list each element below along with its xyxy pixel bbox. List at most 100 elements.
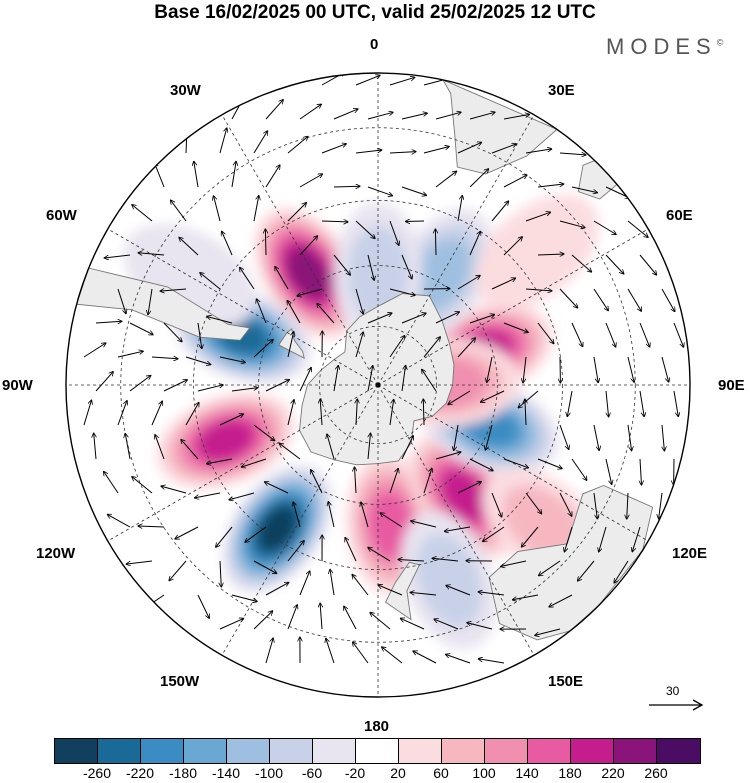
wind-vector bbox=[219, 128, 227, 154]
colorbar-tick-label: -20 bbox=[344, 765, 366, 781]
wind-vector bbox=[491, 201, 509, 222]
wind-vector bbox=[518, 390, 539, 408]
anomaly-contour bbox=[257, 505, 298, 552]
wind-vector bbox=[297, 288, 323, 296]
wind-vector bbox=[253, 611, 273, 630]
wind-vector bbox=[154, 163, 165, 188]
meridian-line bbox=[107, 228, 379, 386]
wind-vector bbox=[367, 366, 373, 392]
wind-vector bbox=[256, 299, 267, 324]
wind-vector bbox=[287, 203, 306, 222]
wind-vector bbox=[485, 424, 493, 450]
wind-vector bbox=[151, 401, 162, 426]
colorbar-tick-label: -60 bbox=[301, 765, 323, 781]
lon-label-180: 180 bbox=[364, 718, 390, 735]
wind-vector bbox=[389, 220, 399, 245]
wind-vector bbox=[525, 289, 552, 291]
wind-vector bbox=[148, 288, 153, 315]
reference-vector-arrow bbox=[649, 699, 704, 711]
colorbar-swatch bbox=[55, 739, 98, 763]
wind-vector bbox=[401, 436, 413, 460]
colorbar-swatch bbox=[528, 739, 571, 763]
wind-vector bbox=[537, 458, 562, 469]
wind-vector bbox=[521, 526, 539, 547]
wind-vector bbox=[525, 149, 552, 154]
wind-vector bbox=[605, 390, 609, 417]
wind-vector bbox=[422, 369, 437, 392]
wind-vector bbox=[219, 414, 244, 426]
wind-vector bbox=[355, 332, 363, 358]
wind-vector bbox=[293, 502, 301, 528]
wind-vector bbox=[401, 365, 406, 392]
wind-vector bbox=[401, 313, 426, 324]
wind-vector bbox=[344, 606, 357, 630]
wind-vector bbox=[389, 152, 416, 153]
wind-vector bbox=[469, 458, 493, 471]
meridian-line bbox=[377, 384, 535, 656]
wind-vector bbox=[355, 467, 357, 494]
wind-vector bbox=[389, 77, 415, 86]
wind-vector bbox=[175, 526, 199, 539]
wind-vector bbox=[593, 220, 616, 235]
wind-vector bbox=[639, 390, 644, 417]
wind-vector bbox=[434, 619, 459, 630]
wind-vector bbox=[132, 205, 153, 222]
reference-vector-label: 30 bbox=[666, 684, 680, 698]
brand-logo: MODES© bbox=[606, 34, 723, 60]
wind-vector bbox=[265, 380, 289, 392]
wind-vector bbox=[435, 452, 461, 460]
wind-vector bbox=[356, 399, 357, 426]
wind-vector bbox=[151, 357, 178, 359]
wind-vector bbox=[457, 276, 480, 290]
wind-vector bbox=[639, 254, 657, 275]
latitude-circle bbox=[193, 200, 563, 570]
wind-vector bbox=[253, 339, 273, 358]
wind-vector bbox=[361, 502, 369, 528]
wind-vector bbox=[160, 289, 187, 291]
wind-vector bbox=[320, 399, 322, 426]
wind-vector bbox=[181, 439, 199, 460]
wind-vector bbox=[197, 322, 202, 349]
wind-vector bbox=[435, 112, 461, 120]
wind-vector bbox=[673, 390, 678, 417]
colorbar-tick-label: 100 bbox=[472, 765, 496, 781]
wind-vector bbox=[327, 434, 335, 460]
wind-vector bbox=[627, 424, 632, 451]
wind-vector bbox=[435, 312, 459, 324]
wind-vector bbox=[478, 659, 505, 664]
chart-title: Base 16/02/2025 00 UTC, valid 25/02/2025… bbox=[154, 2, 596, 23]
colorbar-tick-label: -100 bbox=[254, 765, 284, 781]
wind-vector bbox=[83, 400, 92, 426]
wind-vector bbox=[401, 113, 427, 120]
colorbar-tick-label: -140 bbox=[211, 765, 241, 781]
wind-vector bbox=[355, 75, 380, 86]
wind-vector bbox=[627, 288, 641, 311]
wind-vector bbox=[317, 303, 335, 324]
wind-vector bbox=[423, 468, 432, 494]
wind-vector bbox=[200, 273, 221, 290]
wind-vector bbox=[627, 220, 648, 237]
lon-label-90w: 90W bbox=[2, 377, 33, 394]
wind-vector bbox=[287, 136, 308, 154]
colorbar-swatch bbox=[614, 739, 657, 763]
anomaly-contour bbox=[368, 491, 412, 559]
wind-vector bbox=[231, 594, 257, 602]
wind-vector bbox=[367, 254, 374, 280]
landmass-layer bbox=[75, 78, 654, 641]
wind-vector bbox=[537, 184, 564, 188]
colorbar-swatch bbox=[313, 739, 356, 763]
lon-label-150w: 150W bbox=[160, 673, 200, 690]
wind-vector bbox=[478, 592, 505, 596]
colorbar-tick-label: -180 bbox=[168, 765, 198, 781]
anomaly-contour bbox=[196, 419, 255, 462]
latitude-circle bbox=[120, 127, 636, 643]
wind-vector bbox=[662, 424, 664, 451]
wind-vector bbox=[491, 278, 516, 290]
wind-vector bbox=[599, 526, 607, 552]
wind-vector bbox=[195, 492, 221, 498]
wind-vector bbox=[94, 433, 96, 460]
colorbar-swatch bbox=[442, 739, 485, 763]
wind-vector bbox=[367, 313, 392, 324]
colorbar-tick-label: -260 bbox=[82, 765, 112, 781]
colorbar-swatch bbox=[227, 739, 270, 763]
